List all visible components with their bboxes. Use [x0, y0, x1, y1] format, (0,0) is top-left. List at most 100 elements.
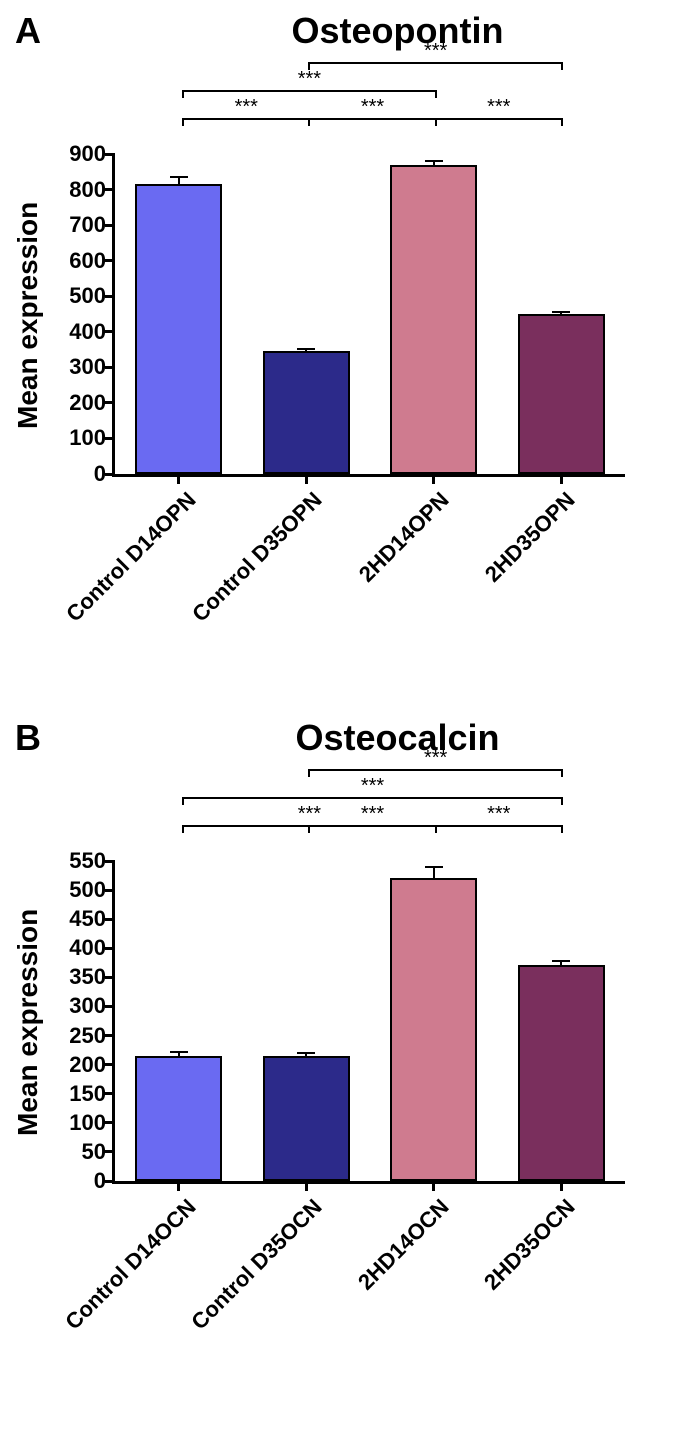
- bar: [135, 184, 222, 474]
- ytick-mark: [105, 224, 115, 227]
- ytick: 500: [69, 283, 106, 309]
- ytick-mark: [105, 860, 115, 863]
- ytick-mark: [105, 366, 115, 369]
- ytick-mark: [105, 1180, 115, 1183]
- ytick-mark: [105, 1034, 115, 1037]
- error-cap: [425, 866, 443, 868]
- error-cap: [170, 176, 188, 178]
- figure: A Osteopontin *** *** *** *** *** Mean expre…: [0, 0, 675, 1444]
- error-bar: [178, 177, 180, 184]
- significance-stars: ***: [424, 40, 447, 63]
- significance-stars: ***: [424, 747, 447, 770]
- ytick: 200: [69, 390, 106, 416]
- significance-tick: [182, 825, 184, 833]
- ytick: 600: [69, 248, 106, 274]
- ytick: 150: [69, 1081, 106, 1107]
- bar: [518, 965, 605, 1181]
- significance-stars: ***: [487, 803, 510, 826]
- ytick: 100: [69, 1110, 106, 1136]
- bar: [263, 1056, 350, 1181]
- ytick: 900: [69, 141, 106, 167]
- significance-tick: [435, 118, 437, 126]
- panel-a-title: Osteopontin: [10, 10, 665, 52]
- ytick-mark: [105, 889, 115, 892]
- ytick-mark: [105, 295, 115, 298]
- significance-tick: [561, 797, 563, 805]
- bar: [518, 314, 605, 474]
- error-cap: [552, 960, 570, 962]
- ytick-mark: [105, 947, 115, 950]
- ytick: 100: [69, 425, 106, 451]
- panel-b-significance-area: ***************: [120, 761, 625, 861]
- ytick-mark: [105, 1121, 115, 1124]
- significance-stars: ***: [298, 803, 321, 826]
- panel-a-significance-area: ***************: [120, 54, 625, 154]
- ytick-mark: [105, 188, 115, 191]
- xlabel: Control D35OCN: [187, 1194, 328, 1335]
- panel-a-ylabel: Mean expression: [10, 154, 52, 477]
- xlabel: 2HD14OPN: [353, 487, 454, 588]
- ytick-mark: [105, 1092, 115, 1095]
- panel-b-chart: Mean expression 050100150200250300350400…: [10, 861, 665, 1184]
- panel-b-title: Osteocalcin: [10, 717, 665, 759]
- ytick: 400: [69, 935, 106, 961]
- ytick: 300: [69, 354, 106, 380]
- bar: [135, 1056, 222, 1181]
- significance-stars: ***: [298, 68, 321, 91]
- xlabel: Control D14OPN: [61, 487, 201, 627]
- significance-tick: [561, 825, 563, 833]
- ytick-mark: [105, 259, 115, 262]
- xlabel: Control D14OCN: [60, 1194, 201, 1335]
- ytick: 800: [69, 177, 106, 203]
- bar: [263, 351, 350, 474]
- significance-tick: [308, 118, 310, 126]
- panel-a-yticks: 0100200300400500600700800900: [52, 154, 112, 474]
- bar: [390, 165, 477, 474]
- ytick: 550: [69, 848, 106, 874]
- bar: [390, 878, 477, 1181]
- ytick-mark: [105, 437, 115, 440]
- significance-tick: [182, 797, 184, 805]
- panel-b-xlabels: Control D14OCNControl D35OCN2HD14OCN2HD3…: [120, 1184, 625, 1394]
- ytick: 400: [69, 319, 106, 345]
- ytick-mark: [105, 473, 115, 476]
- significance-tick: [561, 769, 563, 777]
- xlabel: 2HD35OCN: [479, 1194, 580, 1295]
- ytick: 300: [69, 993, 106, 1019]
- significance-tick: [308, 62, 310, 70]
- panel-b-yticks: 050100150200250300350400450500550: [52, 861, 112, 1181]
- panel-a: A Osteopontin *************** Mean expre…: [10, 10, 665, 687]
- error-bar: [433, 867, 435, 879]
- ytick-mark: [105, 976, 115, 979]
- ytick: 500: [69, 877, 106, 903]
- significance-tick: [182, 90, 184, 98]
- panel-b: B Osteocalcin *************** Mean expre…: [10, 717, 665, 1394]
- ytick: 200: [69, 1052, 106, 1078]
- ytick: 250: [69, 1023, 106, 1049]
- error-cap: [297, 1052, 315, 1054]
- ytick: 350: [69, 964, 106, 990]
- ytick: 700: [69, 212, 106, 238]
- ytick: 450: [69, 906, 106, 932]
- error-cap: [297, 348, 315, 350]
- significance-stars: ***: [235, 96, 258, 119]
- significance-tick: [182, 118, 184, 126]
- ytick-mark: [105, 153, 115, 156]
- panel-a-label: A: [15, 10, 41, 52]
- significance-tick: [561, 118, 563, 126]
- error-cap: [552, 311, 570, 313]
- ytick-mark: [105, 1063, 115, 1066]
- ytick: 50: [82, 1139, 106, 1165]
- significance-tick: [308, 769, 310, 777]
- xlabel: Control D35OPN: [187, 487, 327, 627]
- significance-tick: [308, 825, 310, 833]
- panel-a-xlabels: Control D14OPNControl D35OPN2HD14OPN2HD3…: [120, 477, 625, 687]
- ytick-mark: [105, 401, 115, 404]
- significance-tick: [561, 62, 563, 70]
- panel-a-plot: [112, 154, 625, 477]
- panel-b-ylabel: Mean expression: [10, 861, 52, 1184]
- significance-stars: ***: [361, 775, 384, 798]
- significance-tick: [435, 90, 437, 98]
- significance-tick: [435, 825, 437, 833]
- panel-b-label: B: [15, 717, 41, 759]
